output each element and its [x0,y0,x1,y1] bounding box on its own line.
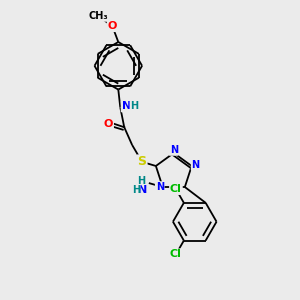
Text: O: O [108,21,117,31]
Text: N: N [138,185,148,195]
Text: N: N [156,182,164,192]
Text: N: N [192,160,200,170]
Text: N: N [122,101,131,111]
Text: Cl: Cl [170,184,182,194]
Text: Cl: Cl [170,249,182,259]
Text: O: O [104,119,113,129]
Text: CH₃: CH₃ [89,11,108,21]
Text: H: H [137,176,145,186]
Text: N: N [170,145,178,155]
Text: S: S [138,155,147,168]
Text: H: H [132,185,140,195]
Text: H: H [130,101,138,111]
